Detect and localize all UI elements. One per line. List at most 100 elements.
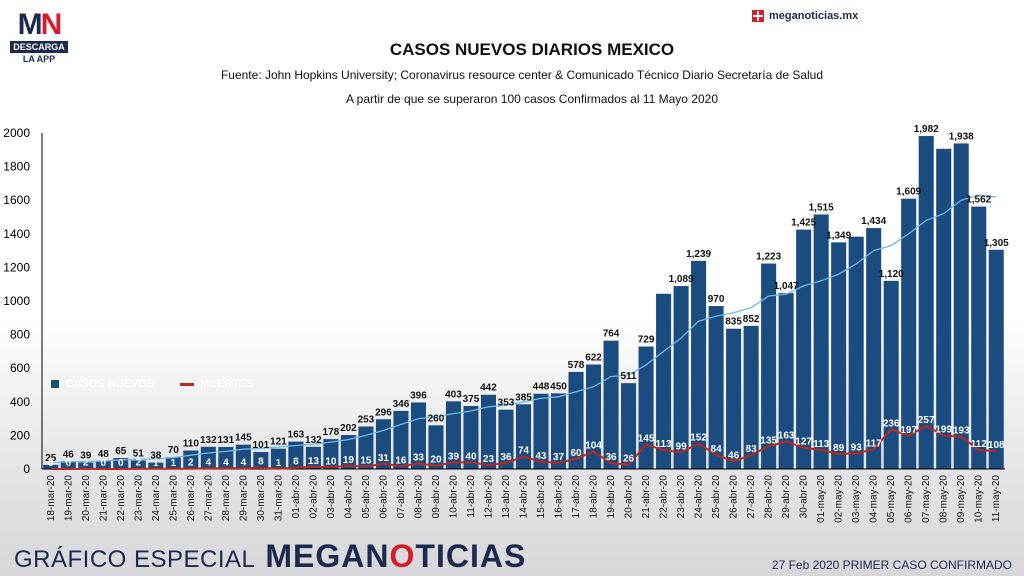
bar-value-label: 403 [445,389,462,400]
deaths-value-label: 4 [206,457,212,468]
plus-icon [752,10,764,22]
bar [708,306,724,469]
deaths-value-label: 257 [918,415,935,426]
bar-value-label: 178 [323,427,340,438]
bar-value-label: 70 [168,445,180,456]
bar-value-label: 346 [393,399,410,410]
y-tick-label: 400 [10,395,30,409]
x-tick-label: 22-abr-20 [659,475,670,519]
x-tick-label: 29-mar-20 [238,475,249,522]
bar-value-label: 132 [305,435,322,446]
deaths-value-label: 236 [883,418,900,429]
legend-label-cases: CASOS NUEVOS [66,378,155,390]
bar-value-label: 1,425 [791,218,816,229]
bar-value-label: 1,089 [669,274,694,285]
chart-legend: CASOS NUEVOS MUERTES [50,378,254,390]
x-tick-label: 01-abr-20 [291,475,302,519]
x-tick-label: 28-mar-20 [221,475,232,522]
bar [796,229,812,469]
bar [936,148,952,470]
site-link[interactable]: meganoticias.mx [752,10,858,22]
bar-value-label: 260 [428,413,445,424]
bar-value-label: 1,047 [774,281,799,292]
x-tick-label: 19-mar-20 [63,475,74,522]
logo-app-label: LA APP [22,54,56,64]
deaths-value-label: 20 [430,455,442,466]
bar [498,409,514,469]
deaths-value-label: 135 [760,435,777,446]
footer-note: 27 Feb 2020 PRIMER CASO CONFIRMADO [771,558,1012,572]
x-tick-label: 12-abr-20 [483,475,494,519]
deaths-value-label: 193 [953,426,970,437]
deaths-value-label: 23 [483,454,495,465]
bar [358,426,374,469]
bar [78,462,94,469]
deaths-value-label: 89 [833,443,845,454]
deaths-value-label: 163 [778,431,795,442]
deaths-value-label: 4 [223,457,229,468]
bar-value-label: 852 [743,314,760,325]
bar-value-label: 511 [620,371,637,382]
deaths-value-label: 46 [728,450,740,461]
bar [323,439,339,469]
bar [340,435,356,469]
deaths-line [50,424,997,470]
bar [883,280,899,469]
bar [218,446,234,469]
bar [533,393,549,469]
bar [428,425,444,469]
bar-value-label: 450 [550,381,567,392]
x-tick-label: 20-mar-20 [81,475,92,522]
bar-value-label: 1,609 [896,187,921,198]
deaths-value-label: 26 [623,454,635,465]
deaths-value-label: 117 [866,438,883,449]
y-tick-label: 2000 [3,126,30,140]
bar-value-label: 1,562 [966,195,991,206]
bar [726,328,742,469]
deaths-value-label: 108 [988,440,1005,451]
deaths-value-label: 39 [448,451,460,462]
bar [550,393,567,469]
bar [270,448,286,469]
bar-value-label: 1,938 [949,131,974,142]
x-tick-label: 10-abr-20 [448,475,459,519]
bar-value-label: 396 [410,390,427,401]
bar [901,198,917,470]
bar [445,401,461,469]
bar [673,286,689,469]
meganoticias-logo[interactable]: MN DESCARGA LA APP [10,10,68,64]
bar-value-label: 764 [603,329,620,340]
bar-value-label: 448 [533,382,550,393]
deaths-value-label: 93 [851,442,863,453]
deaths-value-label: 4 [241,457,247,468]
x-tick-label: 02-may-20 [834,475,845,523]
bar-value-label: 578 [568,360,585,371]
bar-value-label: 163 [288,430,305,441]
bar-value-label: 121 [270,437,287,448]
bar-value-label: 970 [708,294,725,305]
deaths-value-label: 13 [308,456,320,467]
y-tick-label: 1200 [3,260,30,274]
deaths-value-label: 1 [153,458,159,469]
x-tick-label: 09-may-20 [956,475,967,523]
x-tick-label: 06-abr-20 [378,475,389,519]
x-tick-label: 27-mar-20 [203,475,214,522]
deaths-value-label: 2 [83,458,89,469]
x-tick-label: 22-mar-20 [116,475,127,522]
y-tick-label: 1000 [3,294,30,308]
x-tick-label: 08-may-20 [939,475,950,523]
chart-subtitle: Fuente: John Hopkins University; Coronav… [220,68,824,82]
bar-value-label: 101 [253,440,270,451]
deaths-value-label: 8 [293,457,299,468]
bar [43,464,59,469]
y-tick-label: 800 [10,328,30,342]
bar [603,340,619,469]
bar-value-label: 1,349 [826,230,851,241]
bar-value-label: 353 [498,398,515,409]
deaths-value-label: 83 [746,444,758,455]
bar-value-label: 1,515 [809,202,834,213]
bar-value-label: 296 [375,407,392,418]
bar-value-label: 110 [183,439,200,450]
bar-value-label: 1,223 [756,252,781,263]
bar-value-label: 48 [98,449,110,460]
